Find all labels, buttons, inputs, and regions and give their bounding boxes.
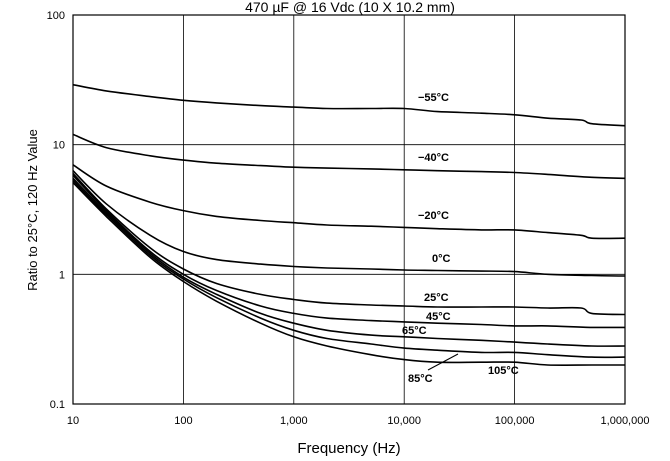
series-label-layer: −55°C −40°C −20°C 0°C 25°C 45°C 65°C 85°C 105°C xyxy=(402,92,519,385)
series-label: 85°C xyxy=(408,373,433,385)
x-axis-label: Frequency (Hz) xyxy=(297,440,400,457)
series-line xyxy=(72,170,626,277)
series-label: 0°C xyxy=(432,253,451,265)
y-axis-label: Ratio to 25°C, 120 Hz Value xyxy=(25,129,40,291)
chart-title: 470 µF @ 16 Vdc (10 X 10.2 mm) xyxy=(245,0,455,15)
series-line xyxy=(72,83,626,127)
x-tick-label: 100 xyxy=(174,415,192,427)
series-line xyxy=(72,179,626,359)
grid-layer xyxy=(73,15,625,404)
x-tick-label: 1,000,000 xyxy=(601,415,650,427)
series-line xyxy=(72,133,626,180)
series-line xyxy=(72,174,626,329)
series-label: −20°C xyxy=(418,210,449,222)
y-tick-label: 1 xyxy=(59,269,65,281)
leader-line xyxy=(427,353,459,371)
plot-frame xyxy=(72,14,626,405)
y-tick-label: 100 xyxy=(47,10,65,22)
series-line xyxy=(72,182,625,366)
x-tick-label: 100,000 xyxy=(495,415,535,427)
series-line xyxy=(72,172,626,316)
series-layer xyxy=(72,83,626,366)
series-line xyxy=(72,177,626,347)
series-line xyxy=(72,164,626,240)
series-label: 25°C xyxy=(424,292,449,304)
series-label: 105°C xyxy=(488,365,519,377)
tick-label-layer: 10 100 1,000 10,000 100,000 1,000,000 0.1 1 10 10… xyxy=(47,10,650,427)
x-tick-label: 10 xyxy=(67,415,79,427)
series-label: −55°C xyxy=(418,92,449,104)
series-label: −40°C xyxy=(418,152,449,164)
series-label: 45°C xyxy=(426,311,451,323)
y-tick-label: 0.1 xyxy=(50,399,65,411)
series-label: 65°C xyxy=(402,325,427,337)
x-tick-label: 1,000 xyxy=(280,415,308,427)
x-tick-label: 10,000 xyxy=(387,415,421,427)
y-tick-label: 10 xyxy=(53,140,65,152)
